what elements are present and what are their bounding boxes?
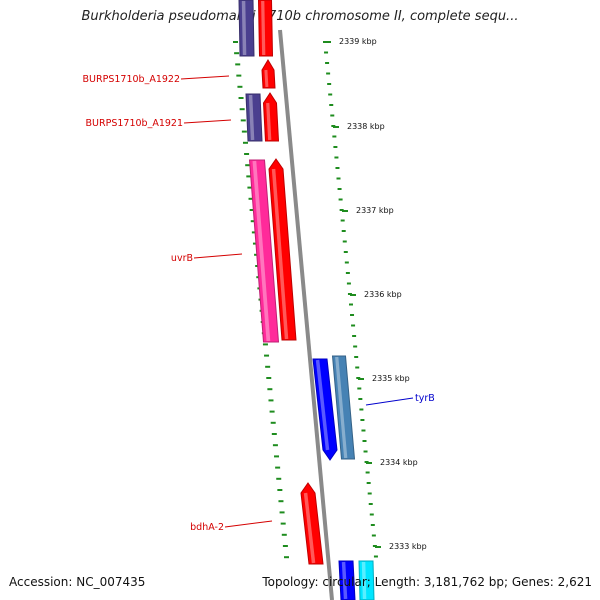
gene-label-leader [180, 75, 230, 80]
gene-label-group: BURPS1710b_A1922 BURPS1710b_A1921 uvrB bdhA… [83, 74, 435, 533]
scale-tick-label: 2339 kbp [339, 37, 377, 46]
feature-group [238, 0, 375, 600]
gene-label[interactable]: BURPS1710b_A1922 [83, 74, 180, 85]
gene-label-leader [183, 119, 232, 124]
genome-summary-text: Topology: circular; Length: 3,181,762 bp… [262, 575, 592, 589]
gene-feature-forward[interactable] [358, 560, 375, 600]
accession-text: Accession: NC_007435 [9, 575, 146, 589]
gene-label[interactable]: BURPS1710b_A1921 [86, 118, 183, 129]
gene-label[interactable]: uvrB [171, 253, 193, 264]
gene-feature-forward[interactable] [331, 355, 356, 460]
gene-label[interactable]: bdhA-2 [190, 522, 224, 533]
gene-feature-reverse[interactable] [261, 59, 276, 89]
scale-tick-label: 2337 kbp [356, 206, 394, 215]
gene-feature-reverse[interactable] [238, 0, 255, 57]
gene-label-leader [224, 520, 273, 528]
gene-feature-reverse[interactable] [248, 159, 280, 343]
scale-tick-label: 2336 kbp [364, 290, 402, 299]
gene-feature-reverse[interactable] [300, 482, 324, 565]
gene-label[interactable]: tyrB [415, 393, 435, 404]
scale-tick-label: 2338 kbp [347, 122, 385, 131]
gene-label-leader [193, 253, 243, 259]
scale-tick-group: 2339 kbp 2338 kbp 2337 kbp 2336 kbp 2335 kbp… [325, 37, 427, 551]
gene-feature-reverse[interactable] [262, 92, 280, 142]
gene-feature-reverse[interactable] [257, 0, 274, 57]
map-title: Burkholderia pseudomallei 1710b chromoso… [81, 9, 519, 24]
gene-label-leader [365, 397, 414, 406]
chromosome-backbone [278, 29, 334, 600]
gene-feature-forward[interactable] [312, 358, 338, 461]
scale-tick-label: 2334 kbp [380, 458, 418, 467]
gene-feature-forward[interactable] [338, 560, 356, 600]
scale-tick-label: 2335 kbp [372, 374, 410, 383]
gene-feature-reverse[interactable] [268, 158, 297, 341]
scale-tick-label: 2333 kbp [389, 542, 427, 551]
gene-feature-reverse[interactable] [245, 93, 263, 142]
